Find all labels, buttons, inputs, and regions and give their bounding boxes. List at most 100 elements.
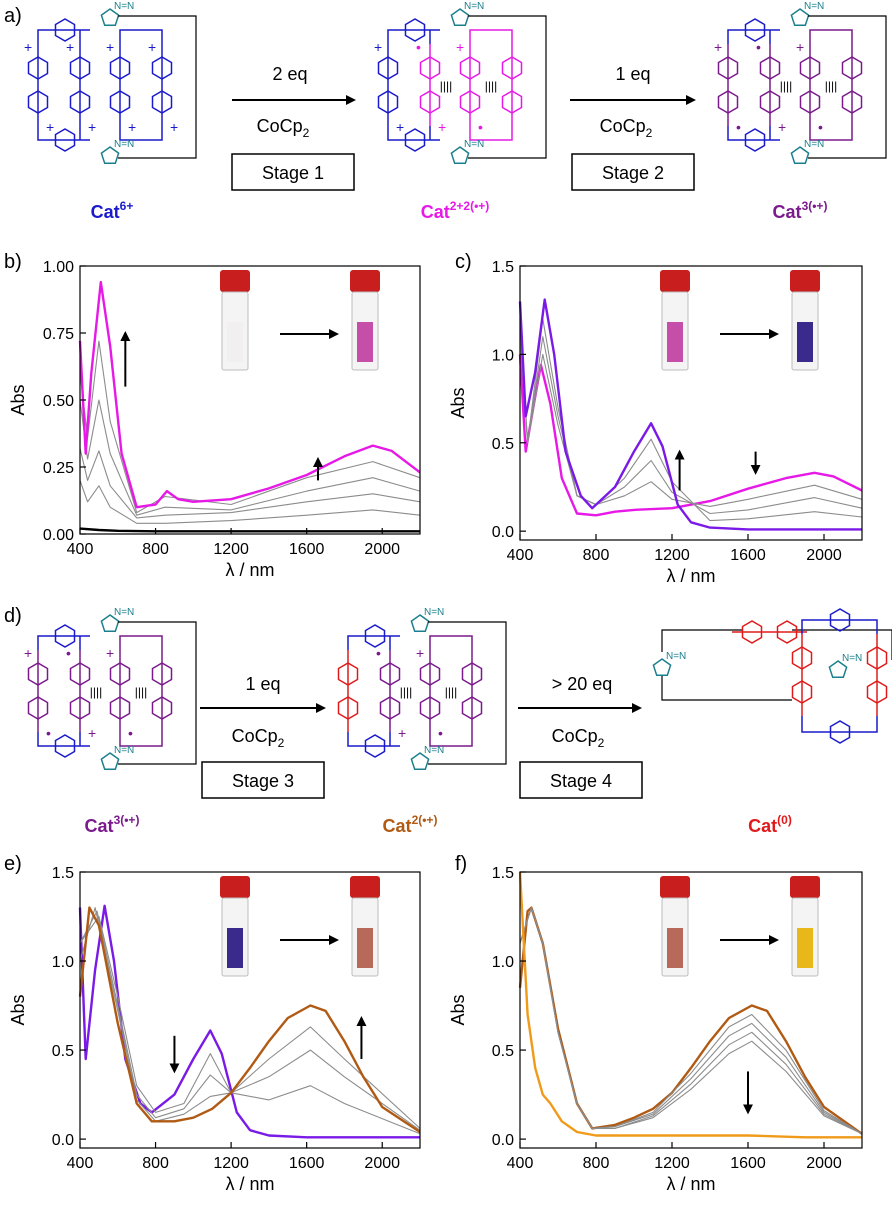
plot-frame bbox=[519, 265, 863, 541]
alkyl-chain bbox=[661, 629, 892, 660]
charge-label: • bbox=[756, 39, 761, 55]
stage4-label: Stage 4 bbox=[550, 771, 612, 791]
ring bbox=[27, 56, 49, 80]
series-intermediate-1 bbox=[79, 915, 421, 1135]
structure-cat6plus: + + + + + + + + N=N N=N bbox=[24, 1, 197, 165]
charge-label: + bbox=[148, 39, 156, 55]
triazole-label: N=N bbox=[424, 607, 444, 618]
ring bbox=[364, 734, 386, 758]
panel-label-a: a) bbox=[4, 5, 22, 27]
charge-label: + bbox=[396, 119, 404, 135]
x-tick-label: 2000 bbox=[364, 541, 400, 558]
series-intermediate-2 bbox=[519, 327, 863, 515]
triazole-label: N=N bbox=[114, 139, 134, 150]
step3-reagent: CoCp2 bbox=[232, 726, 285, 750]
box-linker bbox=[801, 619, 878, 733]
ring bbox=[419, 696, 441, 720]
triazole-label: N=N bbox=[424, 745, 444, 756]
stage3-label: Stage 3 bbox=[232, 771, 294, 791]
ring bbox=[459, 56, 481, 80]
triazole-ring bbox=[410, 752, 430, 771]
ring bbox=[69, 696, 91, 720]
triazole-label: N=N bbox=[114, 607, 134, 618]
triazole-label: N=N bbox=[464, 1, 484, 12]
series-intermediate-3 bbox=[79, 907, 421, 1129]
triazole-ring bbox=[100, 8, 120, 27]
ring bbox=[461, 696, 483, 720]
charge-label: + bbox=[106, 645, 114, 661]
ring bbox=[866, 680, 888, 704]
series-final-4 bbox=[78, 906, 421, 1134]
ring bbox=[54, 128, 76, 152]
vial-pair bbox=[220, 270, 380, 371]
y-axis-label: Abs bbox=[448, 994, 468, 1025]
vial-liquid bbox=[227, 928, 243, 968]
ring bbox=[337, 696, 359, 720]
series-intermediate-4 bbox=[519, 907, 863, 1135]
ring bbox=[379, 696, 401, 720]
chart-panel-f: 400 800 1200 1600 2000 0.0 0.5 1.0 1.5 λ / nm Abs bbox=[448, 865, 863, 1194]
y-tick-label: 0.25 bbox=[43, 460, 74, 477]
ring bbox=[717, 56, 739, 80]
vial-after bbox=[790, 876, 820, 977]
ring bbox=[109, 90, 131, 114]
triazole-label: N=N bbox=[114, 1, 134, 12]
y-tick-label: 0.75 bbox=[43, 326, 74, 343]
alkyl-chain bbox=[428, 621, 507, 765]
charge-label: • bbox=[66, 645, 71, 661]
ring-linker bbox=[429, 635, 473, 747]
stage4-box bbox=[519, 761, 643, 799]
triazole-label: N=N bbox=[114, 745, 134, 756]
box-linker bbox=[347, 635, 400, 650]
triazole-label: N=N bbox=[666, 651, 686, 662]
x-tick-label: 800 bbox=[583, 1155, 610, 1172]
vial-cap bbox=[220, 270, 250, 292]
stage1-label: Stage 1 bbox=[262, 163, 324, 183]
stack-mark: |||| bbox=[135, 685, 147, 699]
ring bbox=[776, 620, 798, 644]
x-tick-label: 1200 bbox=[654, 1155, 690, 1172]
panel-label-c: c) bbox=[455, 251, 472, 273]
vial-after bbox=[350, 876, 380, 977]
ring bbox=[419, 56, 441, 80]
triazole-label: N=N bbox=[804, 139, 824, 150]
stack-mark: |||| bbox=[90, 685, 102, 699]
series-intermediate-1 bbox=[519, 336, 863, 507]
ring bbox=[69, 56, 91, 80]
ring-linker bbox=[809, 29, 853, 141]
ring bbox=[759, 90, 781, 114]
vial-pair bbox=[660, 876, 820, 977]
charge-label: + bbox=[374, 39, 382, 55]
step4-reagent: CoCp2 bbox=[552, 726, 605, 750]
ring bbox=[419, 90, 441, 114]
x-axis-label: λ / nm bbox=[225, 560, 274, 580]
ring bbox=[829, 608, 851, 632]
chart-panel-b: 400 800 1200 1600 2000 0.00 0.25 0.50 0.75 1.00 λ … bbox=[8, 259, 421, 580]
ring bbox=[799, 56, 821, 80]
step1-eq: 2 eq bbox=[272, 64, 307, 84]
ring bbox=[799, 90, 821, 114]
box-linker bbox=[727, 29, 780, 44]
charge-label: + bbox=[398, 725, 406, 741]
ring bbox=[501, 56, 523, 80]
x-tick-label: 800 bbox=[142, 1155, 169, 1172]
charge-label: + bbox=[88, 725, 96, 741]
ring bbox=[151, 56, 173, 80]
y-tick-label: 1.00 bbox=[43, 259, 74, 276]
ring bbox=[759, 56, 781, 80]
charge-label: + bbox=[46, 119, 54, 135]
ring-linker bbox=[469, 29, 513, 141]
ring bbox=[377, 90, 399, 114]
x-tick-label: 2000 bbox=[806, 547, 842, 564]
ring bbox=[151, 662, 173, 686]
triazole-ring bbox=[450, 146, 470, 165]
triazole-ring bbox=[828, 660, 848, 679]
x-tick-label: 1600 bbox=[730, 547, 766, 564]
charge-label: • bbox=[818, 119, 823, 135]
triazole-ring bbox=[450, 8, 470, 27]
ring bbox=[379, 662, 401, 686]
ring bbox=[841, 90, 863, 114]
chart-panel-e: 400 800 1200 1600 2000 0.0 0.5 1.0 1.5 λ / nm Abs bbox=[8, 865, 421, 1194]
compound-cat2rad: Cat2(•+) bbox=[383, 813, 438, 836]
